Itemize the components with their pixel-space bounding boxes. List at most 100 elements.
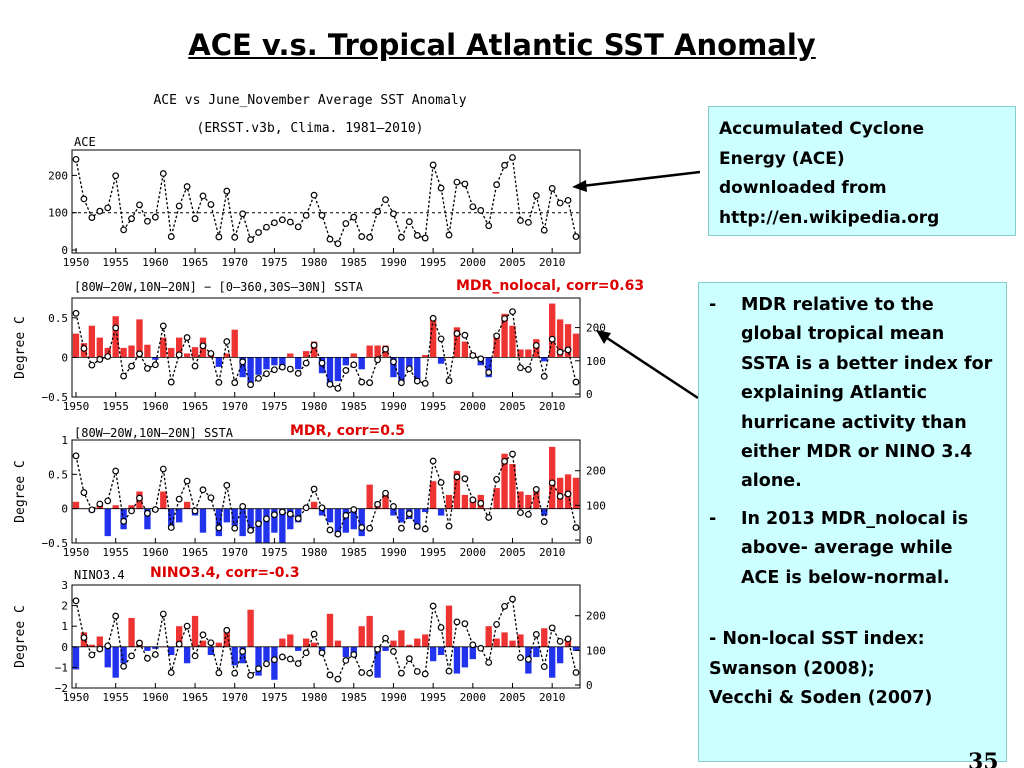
ace-point (540, 663, 548, 671)
plot-frame (71, 297, 581, 398)
ace-series-line (75, 452, 577, 536)
sst-bar (176, 508, 183, 523)
sst-bar (469, 498, 476, 509)
ace-point (517, 654, 524, 662)
ace-point (477, 499, 485, 507)
y-axis-label: Degree C (13, 316, 28, 379)
x-tick-label: 2000 (460, 400, 487, 413)
sst-bar (437, 357, 445, 364)
sst-bar (342, 357, 350, 366)
sst-bar (398, 508, 405, 523)
ace-point (231, 669, 239, 677)
x-tick-label: 1960 (142, 400, 169, 413)
arrow-to-mdr-panel (603, 334, 699, 400)
sst-bar (302, 638, 310, 647)
x-tick-label: 1960 (142, 256, 169, 269)
correlation-annotation: MDR, corr=0.5 (290, 423, 405, 439)
ace-point (477, 355, 485, 363)
sst-bar (572, 646, 580, 651)
ace-point (88, 651, 96, 659)
y-tick-label: 0.5 (48, 468, 68, 481)
ace-point (271, 656, 278, 664)
ace-point (572, 233, 580, 240)
ace-point (104, 204, 112, 212)
ace-point (255, 665, 262, 673)
sst-bar (104, 347, 111, 358)
sst-bar (437, 646, 445, 656)
sst-bar (493, 333, 500, 358)
ace-point (532, 342, 540, 349)
sst-bar (493, 488, 500, 509)
sst-bar (152, 646, 159, 649)
y-tick-label: −0.5 (42, 537, 69, 550)
sst-bar (564, 640, 572, 647)
ace-point (548, 185, 556, 192)
sst-bar (390, 640, 397, 647)
sst-bar (366, 345, 373, 358)
ace-point (294, 370, 302, 377)
sst-bar (168, 508, 175, 530)
sst-bar (541, 628, 548, 647)
sst-bar (215, 508, 223, 537)
sst-bar (295, 357, 302, 370)
ace-point (453, 330, 461, 337)
y-tick-label: 0 (61, 351, 68, 364)
ace-point (493, 332, 501, 340)
ace-point (445, 231, 453, 239)
x-tick-label: 1995 (420, 691, 447, 704)
ace-point (96, 645, 104, 653)
ace-point (263, 370, 270, 378)
ace-point (326, 380, 334, 388)
figure-svg: ACE vs June_November Average SST Anomaly… (13, 93, 700, 704)
sst-bar (564, 324, 572, 358)
ace-point (239, 647, 247, 655)
sst-bar (382, 646, 389, 651)
x-tick-label: 1990 (380, 546, 407, 559)
ace-point (469, 641, 477, 649)
sst-bar (144, 508, 151, 530)
sst-bar (525, 349, 532, 358)
sst-bar (183, 501, 191, 509)
sst-bar (334, 640, 342, 647)
ace-point (382, 345, 389, 353)
x-tick-label: 2005 (499, 546, 526, 559)
ace-point (390, 210, 397, 218)
ace-point (540, 226, 548, 234)
y2-tick-label: 100 (586, 499, 606, 512)
ace-point (144, 217, 151, 225)
note-line: Vecchi & Soden (2007) (709, 688, 933, 709)
y2-tick-label: 100 (586, 355, 606, 368)
ace-point (358, 233, 366, 240)
sst-bar (422, 508, 429, 513)
ace-point (318, 649, 326, 657)
y-tick-label: 2 (61, 600, 68, 613)
sst-bar (501, 453, 508, 509)
sst-bar (493, 638, 500, 647)
ace-point (501, 315, 508, 323)
x-tick-label: 1965 (182, 691, 209, 704)
ace-point (215, 233, 223, 241)
ace-point (286, 510, 294, 518)
ace-point (223, 187, 231, 195)
x-tick-label: 1950 (63, 400, 90, 413)
ace-point (358, 524, 366, 531)
sst-bar (461, 341, 469, 358)
panel-label: [80W–20W,10N–20N] − [0–360,30S–30N] SSTA (74, 280, 364, 294)
ace-point (231, 379, 239, 387)
ace-point (524, 366, 532, 373)
sst-bar (271, 508, 278, 533)
y-tick-label: 100 (48, 207, 68, 220)
sst-bar (509, 640, 516, 647)
ace-point (310, 191, 318, 199)
ace-point (564, 346, 572, 354)
ace-point (191, 652, 199, 660)
ace-point (128, 507, 135, 515)
ace-point (239, 210, 247, 218)
ace-point (413, 232, 421, 239)
ace-point (80, 345, 88, 352)
non-local-index-note: - Non-local SST index: Swanson (2008); V… (709, 625, 996, 714)
bullet-dash: - (709, 295, 717, 315)
ace-point (485, 369, 493, 376)
ace-point (350, 651, 358, 658)
ace-point (556, 348, 564, 356)
